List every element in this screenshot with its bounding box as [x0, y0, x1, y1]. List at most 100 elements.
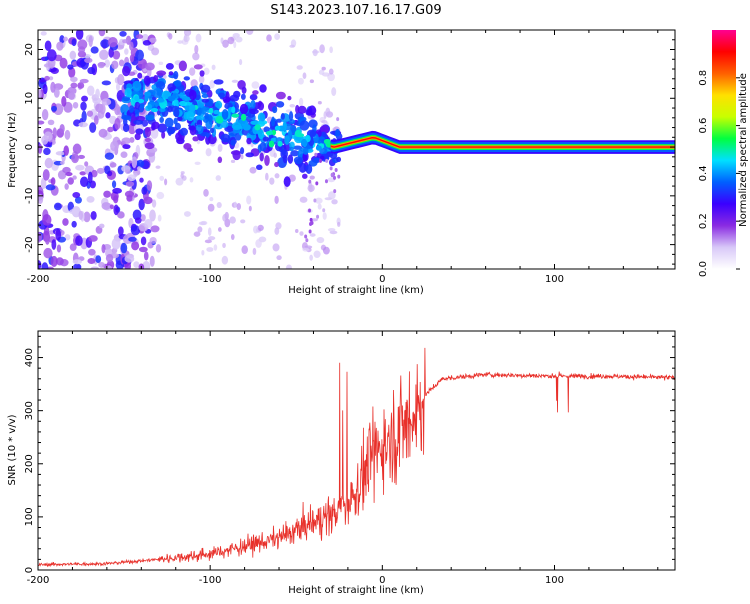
- spectrogram-cell: [321, 119, 328, 124]
- spectrogram-cell: [289, 44, 295, 48]
- spectrogram-cell: [42, 83, 48, 95]
- spectrogram-cell: [138, 198, 145, 211]
- spectrogram-cell: [273, 152, 277, 158]
- spectrogram-cell: [144, 62, 155, 71]
- spectrogram-cell: [256, 164, 263, 170]
- spectrogram-cell: [122, 96, 131, 102]
- spectrogram-cell: [255, 239, 262, 248]
- spectrogram-cell: [75, 235, 83, 247]
- spectrogram-cell: [139, 103, 145, 109]
- x-tick-label: -100: [199, 575, 222, 586]
- spectrogram-cell: [114, 104, 121, 116]
- spectrogram-cell: [62, 166, 71, 174]
- spectrogram-cell: [72, 175, 77, 180]
- spectrogram-cell: [241, 245, 248, 255]
- spectrogram-cell: [124, 190, 135, 198]
- spectrogram-cell: [156, 105, 161, 116]
- spectrogram-cell: [135, 128, 144, 135]
- spectrogram-cell: [252, 90, 259, 95]
- spectrogram-bright-cell: [250, 120, 258, 125]
- spectrogram-cell: [176, 116, 183, 122]
- spectrogram-cell: [312, 157, 321, 164]
- spectrogram-cell: [218, 92, 226, 98]
- snr-x-ticks: -200 -100 0 100: [27, 331, 659, 586]
- spectrogram-cell: [122, 123, 130, 133]
- colorbar-tick-label: 0.4: [698, 165, 709, 181]
- spectrogram-cell: [240, 154, 244, 160]
- spectrogram-cell: [47, 119, 55, 126]
- spectrogram-cell: [197, 107, 202, 117]
- spectrogram-cell: [128, 236, 137, 242]
- spectrogram-cell: [322, 208, 326, 213]
- spectrogram-cell: [91, 169, 98, 178]
- spectrogram-cell: [276, 255, 282, 261]
- spectrogram-cell: [336, 156, 342, 163]
- spectrogram-cell: [203, 67, 210, 75]
- spectrogram-cell: [251, 81, 260, 89]
- spectrogram-cell: [70, 82, 78, 89]
- spectrogram-cell: [233, 41, 237, 49]
- spectrogram-cell: [70, 76, 78, 83]
- spectrogram-cell: [122, 39, 129, 44]
- spectrogram-bright-cell: [315, 145, 322, 151]
- spectrogram-cell: [329, 152, 338, 160]
- spectrogram-cell: [302, 173, 308, 179]
- spectrogram-cell: [308, 105, 317, 116]
- spectrogram-cell: [134, 217, 142, 224]
- spectrogram-bright-cell: [254, 124, 261, 131]
- spectrogram-cell: [131, 156, 138, 169]
- spectrogram-cell: [272, 243, 280, 252]
- y-tick-label: 20: [24, 43, 35, 56]
- spectrogram-heatmap: [38, 30, 675, 269]
- colorbar-tick-label: 0.8: [698, 70, 709, 86]
- spectrogram-cell: [104, 152, 115, 160]
- spectrogram-cell: [227, 36, 235, 45]
- spectrogram-cell: [316, 136, 326, 145]
- spectrogram-cell: [297, 77, 304, 85]
- spectrogram-cell: [230, 139, 236, 146]
- y-tick-label: 10: [24, 92, 35, 105]
- spectrogram-cell: [205, 148, 212, 157]
- spectrogram-cell: [167, 83, 177, 92]
- spectrogram-cell: [183, 30, 192, 37]
- spectrogram-cell: [139, 177, 144, 183]
- spectrogram-cell: [144, 142, 155, 150]
- spectrogram-cell: [120, 151, 128, 159]
- spectrogram-cell: [110, 140, 119, 152]
- spectrogram-cell: [71, 38, 77, 47]
- colorbar: 0.0 0.2 0.4 0.6 0.8 Normalized spectral ampl…: [698, 30, 749, 277]
- spectrogram-cell: [155, 244, 162, 253]
- spectrogram-cell: [275, 137, 284, 143]
- spectrogram-cell: [149, 255, 155, 267]
- spectrogram-cell: [196, 115, 205, 121]
- spectrogram-cell: [216, 202, 222, 209]
- spectrogram-cell: [101, 80, 112, 86]
- spectrogram-cell: [105, 112, 111, 119]
- spectrogram-cell: [52, 127, 57, 139]
- spectrogram-cell: [72, 101, 79, 109]
- spectrogram-cell: [88, 235, 98, 242]
- spectrogram-cell: [69, 243, 77, 251]
- spectrogram-cell: [44, 75, 50, 81]
- spectrogram-cell: [257, 101, 265, 111]
- spectrogram-cell: [60, 160, 65, 165]
- spectrogram-cell: [122, 65, 131, 77]
- spectrogram-cell: [142, 40, 152, 46]
- spectrogram-cell: [71, 153, 79, 164]
- spectrogram-cell: [173, 70, 179, 80]
- spectrogram-cell: [221, 108, 229, 120]
- spectrogram-cell: [59, 57, 68, 69]
- spectrogram-bright-cell: [256, 130, 263, 135]
- y-tick-label: -20: [24, 236, 35, 252]
- spectrogram-cell: [77, 82, 85, 89]
- spectrogram-cell: [134, 101, 140, 110]
- spectrogram-cell: [178, 100, 188, 107]
- spectrogram-cell: [67, 91, 76, 100]
- spectrogram-cell: [209, 197, 214, 202]
- spectrogram-cell: [149, 236, 157, 244]
- spectrogram-cell: [63, 36, 68, 42]
- spectrogram-cell: [172, 92, 179, 99]
- spectrogram-cell: [161, 131, 166, 139]
- colorbar-gradient: [712, 30, 736, 269]
- spectrogram-bright-cell: [189, 104, 196, 113]
